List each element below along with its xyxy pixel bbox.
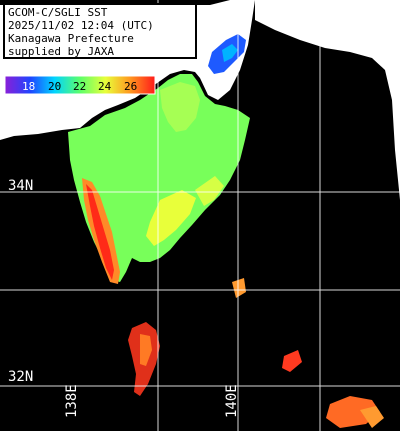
coastal-sst-west xyxy=(68,74,250,282)
land-bottom-edge xyxy=(0,431,400,434)
lat-label-34n: 34N xyxy=(8,178,33,194)
west-hot-strip xyxy=(86,184,114,280)
izu-warm-band-2 xyxy=(195,176,224,206)
sagami-bay-sst xyxy=(160,82,200,132)
island-patch-3 xyxy=(326,396,380,428)
colorbar-frame xyxy=(4,75,156,95)
colorbar-tick-24: 24 xyxy=(98,80,112,93)
island-patch-2 xyxy=(282,350,302,372)
colorbar-tick-20: 20 xyxy=(48,80,61,93)
island-patch-1 xyxy=(232,278,246,298)
island-patch-4 xyxy=(360,406,384,428)
header-line-3: Kanagawa Prefecture xyxy=(8,32,134,45)
izu-islands-south-warm xyxy=(140,334,152,366)
lat-label-32n: 32N xyxy=(8,369,33,385)
header-line-2: 2025/11/02 12:04 (UTC) xyxy=(8,19,154,32)
colorbar-tick-26: 26 xyxy=(124,80,137,93)
header-line-4: supplied by JAXA xyxy=(8,45,114,58)
colorbar-tick-22: 22 xyxy=(73,80,86,93)
header-box-frame xyxy=(3,3,197,59)
lon-label-140e: 140E xyxy=(224,384,240,418)
header-line-1: GCOM-C/SGLI SST xyxy=(8,6,108,19)
colorbar-legend: 18 20 22 24 26 xyxy=(4,75,156,95)
lon-label-138e: 138E xyxy=(64,384,80,418)
header-box: GCOM-C/SGLI SST 2025/11/02 12:04 (UTC) K… xyxy=(3,3,197,59)
colorbar-tick-18: 18 xyxy=(22,80,35,93)
tokyo-bay-cold-inner xyxy=(222,44,238,62)
